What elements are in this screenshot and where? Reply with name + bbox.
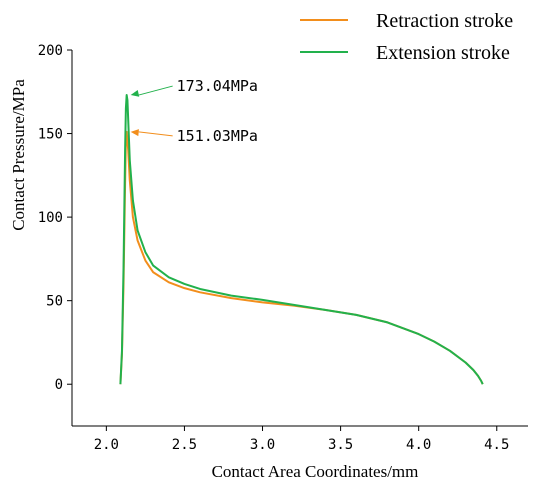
legend-label: Retraction stroke bbox=[376, 10, 513, 32]
y-tick-label: 150 bbox=[38, 127, 63, 143]
x-tick-label: 3.0 bbox=[250, 437, 275, 453]
y-ticks: 0 50 100 150 200 bbox=[38, 43, 72, 393]
x-tick-label: 3.5 bbox=[328, 437, 353, 453]
y-tick-label: 0 bbox=[55, 377, 63, 393]
x-tick-label: 4.5 bbox=[484, 437, 509, 453]
axes bbox=[71, 50, 528, 427]
y-tick-label: 100 bbox=[38, 210, 63, 226]
annotation-label: 173.04MPa bbox=[177, 77, 258, 95]
series-lines bbox=[119, 94, 484, 385]
annotation-arrow-line bbox=[138, 85, 173, 96]
x-tick-label: 2.0 bbox=[94, 437, 119, 453]
annotation-arrow-head bbox=[130, 129, 139, 137]
x-tick-label: 4.0 bbox=[406, 437, 431, 453]
annotation-arrow-line bbox=[138, 131, 173, 137]
series-line-1 bbox=[119, 94, 484, 385]
annotation-label: 151.03MPa bbox=[177, 127, 258, 145]
x-axis-label: Contact Area Coordinates/mm bbox=[212, 462, 419, 481]
y-axis-label: Contact Pressure/MPa bbox=[9, 79, 28, 231]
annotation-arrow-head bbox=[130, 89, 140, 97]
y-tick-label: 50 bbox=[46, 294, 63, 310]
x-ticks: 2.0 2.5 3.0 3.5 4.0 4.5 bbox=[94, 426, 509, 453]
legend-label: Extension stroke bbox=[376, 42, 510, 64]
legend: Retraction stroke Extension stroke bbox=[300, 10, 513, 64]
annotations: 173.04MPa 151.03MPa bbox=[130, 77, 258, 145]
x-tick-label: 2.5 bbox=[172, 437, 197, 453]
series-line-0 bbox=[119, 130, 484, 385]
y-tick-label: 200 bbox=[38, 43, 63, 59]
